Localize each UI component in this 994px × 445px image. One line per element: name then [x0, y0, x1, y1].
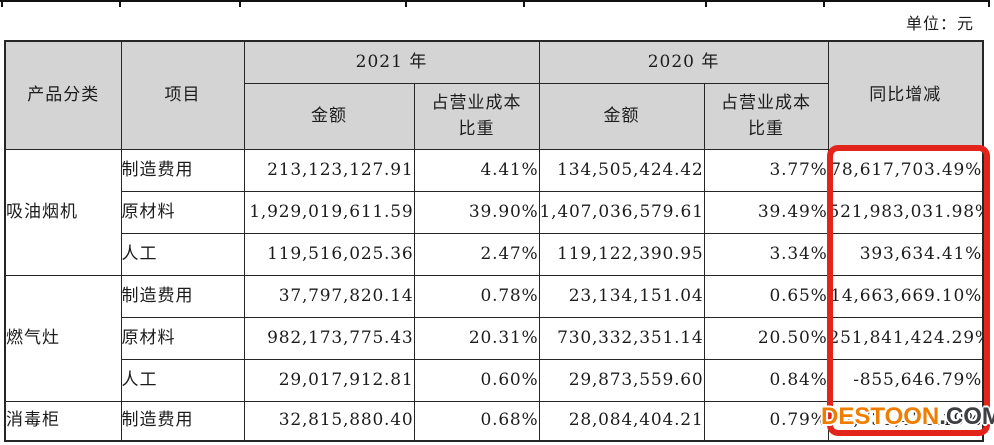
watermark: DESTOON.COM: [821, 403, 994, 431]
cell-ratio-2020: 3.77%: [703, 148, 829, 192]
cell-amount-2020: 119,122,390.95: [538, 232, 705, 276]
table-row: 原材料 982,173,775.43 20.31% 730,332,351.14…: [5, 316, 984, 360]
cell-category: 消毒柜: [4, 400, 122, 442]
watermark-secondary: .COM: [939, 403, 994, 430]
remnant-tick: [823, 0, 825, 7]
cell-ratio-2021: 39.90%: [413, 190, 540, 234]
header-yoy-change: 同比增减: [827, 40, 984, 150]
cell-ratio-2021: 0.68%: [413, 400, 540, 442]
cell-ratio-2020: 0.65%: [703, 274, 829, 318]
remnant-tick: [988, 0, 990, 7]
cell-amount-2021: 32,815,880.40: [243, 400, 415, 442]
cell-yoy: 14,663,669.10%: [827, 274, 984, 318]
cell-ratio-2020: 3.34%: [703, 232, 829, 276]
cell-ratio-2021: 20.31%: [413, 316, 540, 360]
header-product-category: 产品分类: [4, 40, 122, 150]
header-amount-2021: 金额: [243, 82, 415, 150]
header-year-2021: 2021 年: [243, 40, 540, 84]
remnant-tick: [405, 0, 407, 7]
header-cost-ratio-2020: 占营业成本比重: [703, 82, 829, 150]
cell-item: 人工: [120, 232, 245, 276]
header-amount-2020: 金额: [538, 82, 705, 150]
cost-breakdown-table: 产品分类 项目 2021 年 2020 年 同比增减 金额 占营业成本比重 金额…: [4, 40, 985, 442]
remnant-tick: [523, 0, 525, 7]
cell-yoy: 393,634.41%: [827, 232, 984, 276]
table-header: 产品分类 项目 2021 年 2020 年 同比增减 金额 占营业成本比重 金额…: [4, 40, 984, 150]
unit-label: 单位：元: [905, 14, 974, 33]
cell-amount-2020: 134,505,424.42: [538, 148, 705, 192]
cell-amount-2021: 1,929,019,611.59: [243, 190, 415, 234]
cell-amount-2020: 1,407,036,579.61: [538, 190, 705, 234]
cell-category: 燃气灶: [4, 274, 122, 402]
cell-ratio-2020: 20.50%: [703, 316, 829, 360]
table-row: 原材料 1,929,019,611.59 39.90% 1,407,036,57…: [5, 190, 984, 234]
table-row: 消毒柜 制造费用 32,815,880.40 0.68% 28,084,404.…: [4, 400, 984, 442]
cell-amount-2021: 37,797,820.14: [243, 274, 415, 318]
cell-ratio-2020: 39.49%: [703, 190, 829, 234]
cell-yoy: 251,841,424.29%: [827, 316, 984, 360]
watermark-primary: DESTOON: [821, 403, 940, 430]
cell-ratio-2020: 0.79%: [703, 400, 829, 442]
remnant-tick: [1, 0, 3, 7]
previous-table-bottom-edge: [0, 0, 990, 8]
cell-item: 原材料: [120, 316, 245, 360]
cell-item: 制造费用: [120, 400, 245, 442]
cell-amount-2020: 23,134,151.04: [538, 274, 705, 318]
remnant-horizontal-line: [0, 0, 990, 2]
remnant-tick: [705, 0, 707, 7]
cell-ratio-2021: 4.41%: [413, 148, 540, 192]
cell-amount-2021: 119,516,025.36: [243, 232, 415, 276]
cell-item: 制造费用: [120, 148, 245, 192]
header-cost-ratio-2021: 占营业成本比重: [413, 82, 540, 150]
cell-amount-2021: 213,123,127.91: [243, 148, 415, 192]
cell-item: 人工: [120, 358, 245, 402]
cell-item: 制造费用: [120, 274, 245, 318]
remnant-tick: [119, 0, 121, 7]
cell-yoy: 521,983,031.98%: [827, 190, 984, 234]
cell-amount-2021: 982,173,775.43: [243, 316, 415, 360]
cell-amount-2020: 28,084,404.21: [538, 400, 705, 442]
cell-amount-2021: 29,017,912.81: [243, 358, 415, 402]
cell-yoy: -855,646.79%: [827, 358, 984, 402]
cell-ratio-2021: 0.60%: [413, 358, 540, 402]
header-item: 项目: [120, 40, 245, 150]
cell-item: 原材料: [120, 190, 245, 234]
cell-ratio-2020: 0.84%: [703, 358, 829, 402]
header-year-2020: 2020 年: [538, 40, 829, 84]
cell-category: 吸油烟机: [4, 148, 122, 276]
table-row: 人工 29,017,912.81 0.60% 29,873,559.60 0.8…: [5, 358, 984, 402]
remnant-tick: [239, 0, 241, 7]
cell-yoy: 78,617,703.49%: [827, 148, 984, 192]
table-row: 吸油烟机 制造费用 213,123,127.91 4.41% 134,505,4…: [4, 148, 984, 276]
table-row: 人工 119,516,025.36 2.47% 119,122,390.95 3…: [5, 232, 984, 276]
cell-amount-2020: 29,873,559.60: [538, 358, 705, 402]
cell-ratio-2021: 2.47%: [413, 232, 540, 276]
cell-ratio-2021: 0.78%: [413, 274, 540, 318]
cell-amount-2020: 730,332,351.14: [538, 316, 705, 360]
table-row: 燃气灶 制造费用 37,797,820.14 0.78% 23,134,151.…: [4, 274, 984, 402]
